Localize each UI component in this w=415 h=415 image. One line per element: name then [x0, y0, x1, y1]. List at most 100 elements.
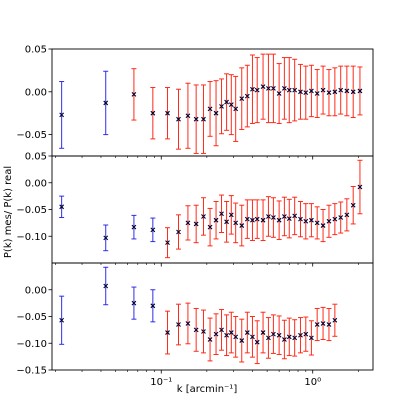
data-point: [233, 334, 239, 340]
data-point: [281, 85, 287, 91]
data-point: [59, 204, 65, 210]
data-point: [250, 334, 255, 340]
data-point: [228, 330, 234, 335]
data-point: [176, 229, 181, 235]
x-tick-label: 10⁻¹: [150, 377, 172, 388]
y-tick-label: −0.05: [16, 312, 47, 323]
data-point: [303, 90, 309, 96]
data-point: [224, 219, 229, 225]
y-tick-label: 0.05: [25, 45, 47, 56]
data-point: [276, 91, 282, 96]
data-point: [176, 322, 181, 327]
data-point: [314, 220, 320, 226]
data-point: [244, 93, 250, 99]
data-point: [224, 99, 229, 105]
data-point: [326, 90, 332, 96]
data-point: [271, 331, 276, 337]
panel-3: 0.00 −0.05 −0.10 −0.15: [16, 262, 374, 377]
data-point: [320, 321, 326, 326]
data-point: [150, 303, 156, 309]
data-point: [344, 88, 350, 94]
data-point: [233, 220, 239, 226]
data-point: [350, 89, 356, 95]
data-point: [309, 217, 314, 223]
data-point: [350, 202, 356, 208]
data-point: [59, 317, 65, 323]
y-tick-label: −0.05: [16, 205, 47, 216]
data-point: [298, 216, 303, 222]
data-point: [276, 217, 282, 223]
data-point: [193, 221, 199, 227]
data-point: [103, 235, 109, 241]
data-point: [332, 89, 338, 95]
data-point: [292, 87, 298, 93]
data-point: [338, 215, 344, 220]
data-point: [185, 220, 191, 226]
y-tick-label: 0.05: [25, 152, 47, 163]
data-point: [207, 224, 213, 230]
data-point: [219, 327, 224, 333]
panel-frame: [51, 48, 374, 157]
panel-2: 0.05 0.00 −0.05 −0.10: [16, 152, 374, 267]
data-point: [292, 335, 298, 341]
data-point: [213, 217, 219, 223]
data-point: [320, 87, 326, 93]
data-point: [357, 88, 363, 94]
data-point: [271, 215, 276, 220]
data-point: [286, 334, 292, 340]
data-point: [131, 224, 137, 230]
data-point: [213, 110, 219, 116]
data-point: [332, 216, 338, 222]
data-point: [244, 216, 250, 222]
data-point: [260, 84, 266, 90]
panel-1: 0.05 0.00 −0.05: [16, 45, 374, 160]
data-point: [201, 214, 206, 219]
data-point: [320, 223, 326, 228]
data-point: [303, 331, 309, 337]
data-point: [303, 218, 309, 224]
data-point: [254, 87, 260, 93]
data-point: [165, 330, 170, 335]
data-point: [266, 85, 271, 91]
data-point: [201, 329, 206, 334]
panels-group: 0.05 0.00 −0.05 0.05 0.00 −0.05 −0.10 0.00 −0.05…: [16, 45, 374, 388]
x-tick-label: 10⁰: [304, 377, 321, 388]
y-tick-label: −0.05: [16, 130, 47, 141]
data-point: [131, 300, 137, 306]
data-point: [314, 91, 320, 96]
data-point: [286, 216, 292, 221]
data-point: [266, 214, 271, 219]
data-point: [207, 106, 213, 112]
data-point: [260, 330, 266, 335]
data-point: [176, 116, 181, 122]
data-point: [260, 217, 266, 223]
data-point: [326, 218, 332, 224]
data-point: [239, 96, 245, 102]
data-point: [207, 337, 213, 342]
data-point: [228, 212, 234, 218]
data-point: [326, 322, 332, 327]
data-point: [239, 338, 245, 343]
data-point: [185, 321, 191, 326]
y-tick-label: 0.00: [25, 87, 47, 98]
data-point: [224, 332, 229, 338]
y-tick-label: 0.00: [25, 285, 47, 296]
data-point: [266, 335, 271, 341]
data-point: [254, 339, 260, 345]
data-point: [281, 214, 287, 219]
data-point: [201, 116, 206, 122]
data-point: [276, 332, 282, 338]
data-point: [281, 337, 287, 342]
y-tick-label: 0.00: [25, 178, 47, 189]
data-point: [150, 110, 156, 116]
data-point: [292, 213, 298, 219]
y-axis-label: P(k) mes/ P(k) real: [3, 166, 14, 258]
data-point: [309, 88, 314, 94]
data-point: [298, 89, 303, 95]
y-tick-label: −0.15: [16, 366, 47, 377]
data-point: [228, 102, 234, 108]
data-point: [193, 327, 199, 333]
data-point: [254, 216, 260, 222]
data-point: [332, 317, 338, 323]
data-point: [219, 103, 224, 109]
